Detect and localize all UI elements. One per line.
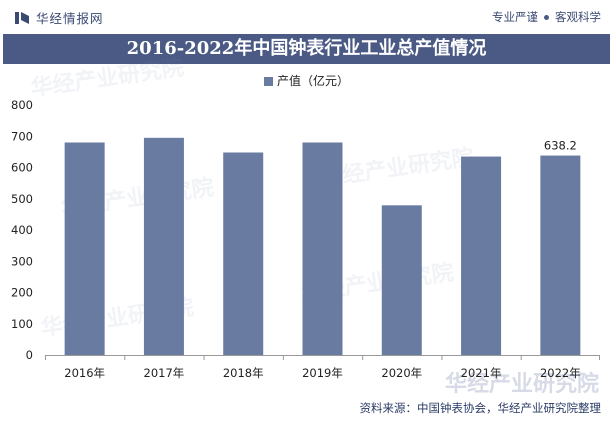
brand-logo-icon bbox=[15, 11, 29, 24]
x-tick-label: 2019年 bbox=[302, 366, 343, 380]
data-label: 638.2 bbox=[544, 139, 577, 153]
x-tick-label: 2022年 bbox=[540, 366, 581, 380]
bar bbox=[64, 142, 105, 355]
brand: 华经情报网 bbox=[14, 8, 104, 27]
chart-title: 2016-2022年中国钟表行业工业总产值情况 bbox=[3, 34, 610, 64]
bar bbox=[540, 155, 581, 355]
y-tick-label: 400 bbox=[11, 223, 33, 237]
y-tick-label: 500 bbox=[11, 192, 33, 206]
x-tick-label: 2018年 bbox=[223, 366, 264, 380]
slogan: 专业严谨 客观科学 bbox=[492, 9, 601, 25]
y-tick-label: 0 bbox=[26, 348, 33, 362]
top-bar: 华经情报网 专业严谨 客观科学 bbox=[0, 0, 613, 32]
y-tick-label: 800 bbox=[11, 98, 33, 112]
y-tick-label: 300 bbox=[11, 254, 33, 268]
slogan-left: 专业严谨 bbox=[492, 10, 538, 24]
y-tick-label: 100 bbox=[11, 317, 33, 331]
legend-label: 产值（亿元） bbox=[276, 74, 349, 88]
bar bbox=[302, 142, 343, 355]
source-note: 资料来源：中国钟表协会，华经产业研究院整理 bbox=[359, 401, 602, 415]
y-tick-label: 600 bbox=[11, 161, 33, 175]
bar bbox=[223, 152, 264, 355]
x-tick-label: 2016年 bbox=[64, 366, 105, 380]
bar bbox=[461, 156, 502, 355]
chart-legend: 产值（亿元） bbox=[0, 72, 613, 89]
y-tick-label: 200 bbox=[11, 286, 33, 300]
slogan-right: 客观科学 bbox=[555, 10, 601, 24]
x-tick-label: 2017年 bbox=[144, 366, 185, 380]
x-tick-label: 2020年 bbox=[381, 366, 422, 380]
x-tick-label: 2021年 bbox=[461, 366, 502, 380]
brand-name: 华经情报网 bbox=[36, 11, 104, 26]
bar bbox=[143, 137, 184, 355]
bullet-icon bbox=[544, 14, 549, 20]
bar bbox=[381, 205, 422, 355]
legend-swatch bbox=[263, 77, 273, 86]
y-tick-label: 700 bbox=[11, 129, 33, 143]
